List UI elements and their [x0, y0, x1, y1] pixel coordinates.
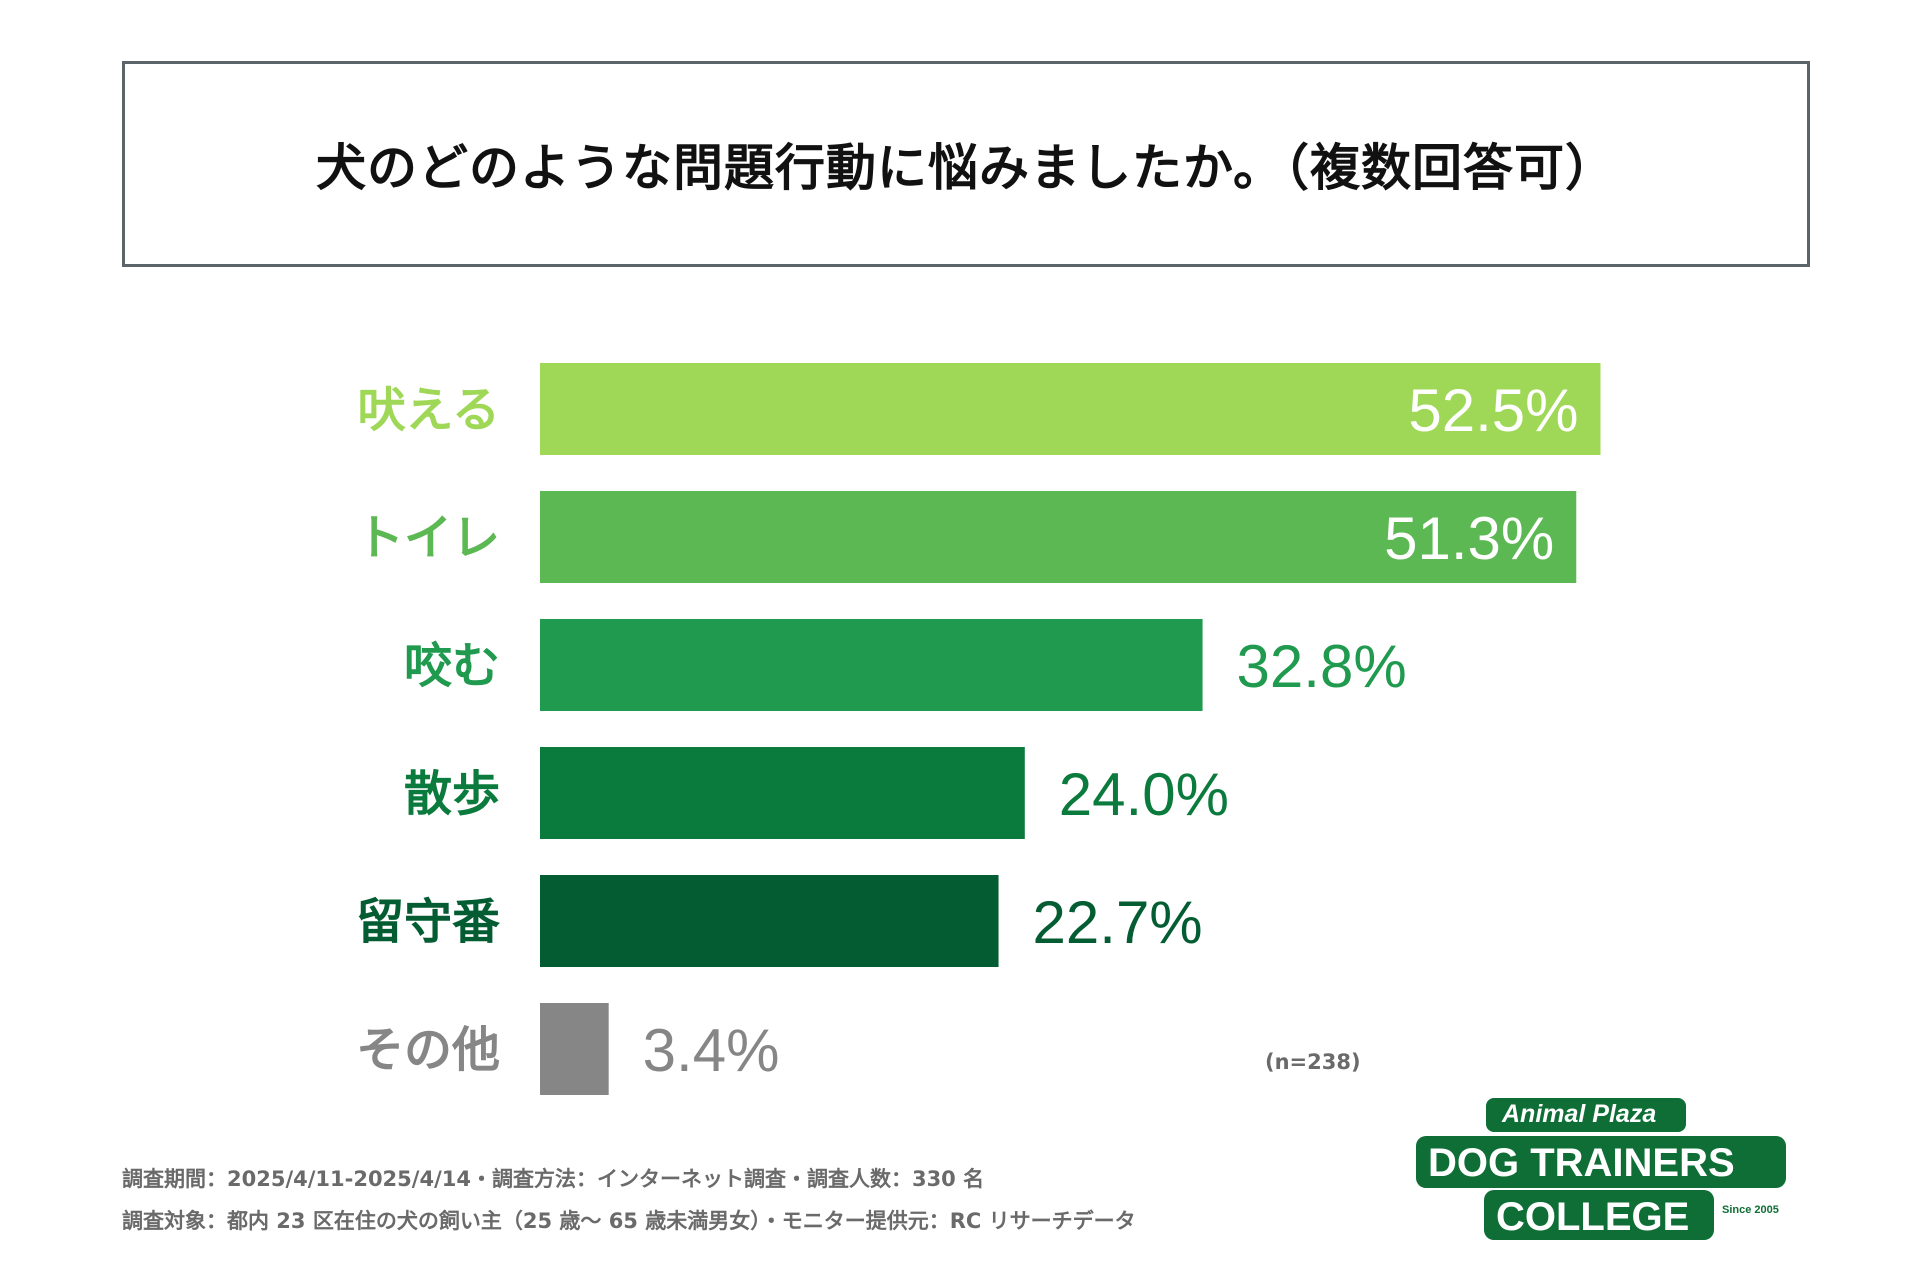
logo: Animal Plaza DOG TRAINERS COLLEGE Since …	[1416, 1092, 1786, 1242]
chart-title: 犬のどのような問題行動に悩みましたか。（複数回答可）	[316, 139, 1616, 197]
value-label-2: 32.8%	[1237, 633, 1407, 700]
logo-line-3: COLLEGE	[1496, 1195, 1690, 1239]
footnote-1: 調査期間：2025/4/11-2025/4/14・調査方法：インターネット調査・…	[122, 1167, 985, 1191]
category-label-4: 留守番	[356, 894, 500, 950]
logo-band-1	[1486, 1098, 1686, 1132]
bar-2	[540, 619, 1203, 711]
value-label-4: 22.7%	[1033, 889, 1203, 956]
category-label-0: 吠える	[357, 382, 500, 438]
title-box: 犬のどのような問題行動に悩みましたか。（複数回答可）	[122, 61, 1810, 267]
bar-0	[540, 363, 1601, 455]
logo-since: Since 2005	[1722, 1204, 1779, 1216]
value-label-1: 51.3%	[1384, 505, 1554, 572]
logo-badge	[1416, 1098, 1786, 1240]
value-label-3: 24.0%	[1059, 761, 1229, 828]
category-label-5: その他	[356, 1022, 500, 1078]
category-label-2: 咬む	[404, 638, 500, 694]
bar-1	[540, 491, 1577, 583]
logo-band-3	[1484, 1190, 1714, 1240]
bar-4	[540, 875, 999, 967]
logo-line-1: Animal Plaza	[1502, 1100, 1657, 1128]
category-label-1: トイレ	[356, 510, 500, 566]
bar-5	[540, 1003, 609, 1095]
sample-size: (n=238)	[1265, 1050, 1361, 1074]
bar-3	[540, 747, 1025, 839]
logo-band-2	[1416, 1136, 1786, 1188]
category-label-3: 散歩	[404, 766, 500, 822]
footnote-2: 調査対象：都内 23 区在住の犬の飼い主（25 歳〜 65 歳未満男女）・モニタ…	[122, 1209, 1136, 1233]
value-label-5: 3.4%	[643, 1017, 780, 1084]
value-label-0: 52.5%	[1408, 377, 1578, 444]
logo-line-2: DOG TRAINERS	[1428, 1141, 1735, 1185]
